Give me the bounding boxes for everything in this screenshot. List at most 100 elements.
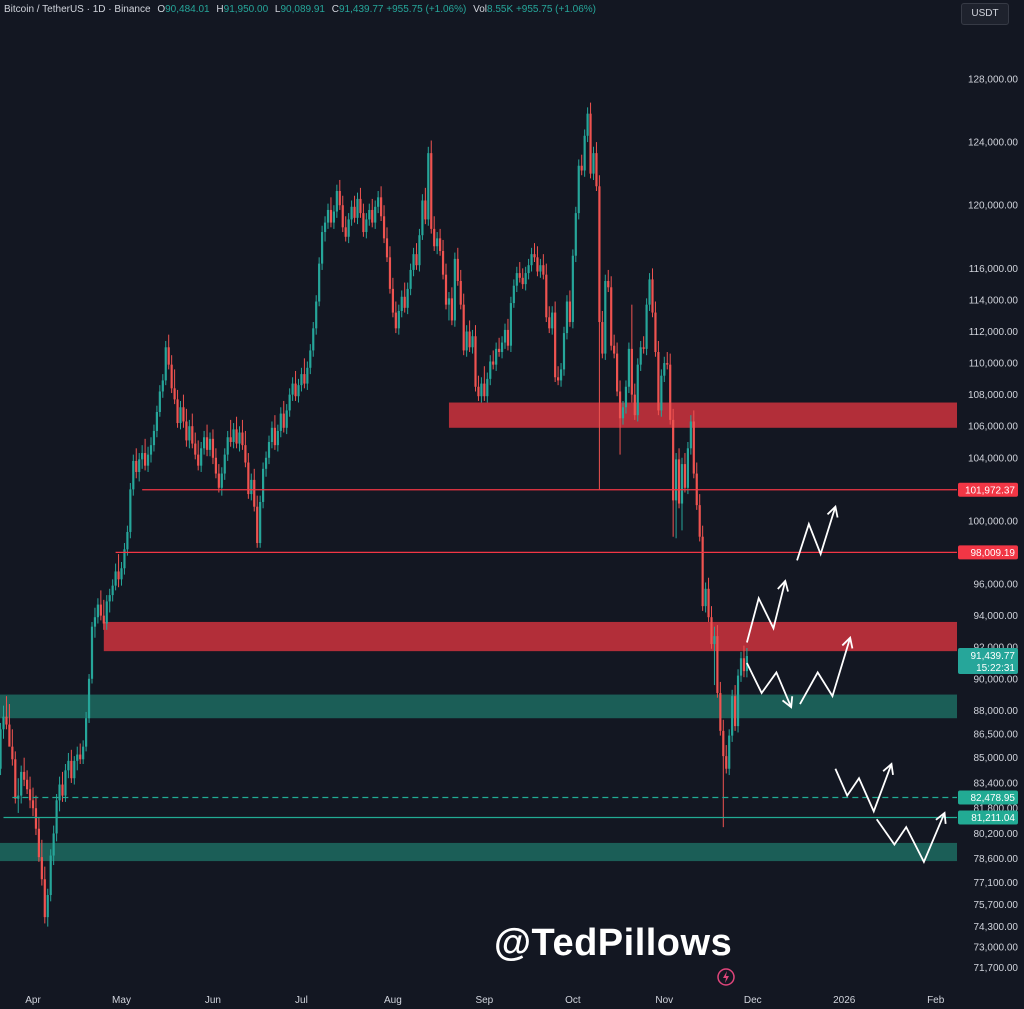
candle-body	[223, 454, 226, 474]
last-price-label: 91,439.77	[971, 651, 1016, 662]
y-tick-label: 120,000.00	[968, 201, 1018, 212]
candle-body	[170, 364, 173, 389]
candle-body	[8, 724, 11, 747]
support-zone	[0, 694, 957, 719]
candle-body	[341, 205, 344, 228]
candle-body	[312, 328, 315, 351]
candle-body	[306, 367, 309, 384]
candle-body	[539, 265, 542, 272]
currency-button[interactable]: USDT	[961, 3, 1009, 25]
candle-body	[37, 828, 40, 858]
candle-body	[144, 453, 147, 466]
price-tag	[958, 482, 1018, 497]
candle-body	[716, 636, 719, 693]
scenario-path	[834, 763, 893, 814]
scenario-arrowhead	[826, 504, 839, 518]
candle-body	[512, 285, 515, 304]
support-zone	[0, 842, 957, 862]
candle-body	[188, 426, 191, 441]
candle-body	[471, 336, 474, 348]
candle-body	[149, 445, 153, 455]
candle-body	[14, 759, 17, 799]
candle-body	[492, 361, 495, 365]
candle-body	[238, 432, 241, 444]
y-tick-label: 75,700.00	[974, 900, 1019, 911]
x-tick-label: Dec	[744, 995, 762, 1006]
scenario-arrowhead	[935, 811, 947, 824]
y-tick-label: 112,000.00	[969, 327, 1019, 338]
candle-body	[52, 833, 55, 856]
open-label: O	[157, 4, 166, 15]
candle-body	[500, 342, 504, 353]
candle-body	[610, 287, 613, 346]
candle-body	[61, 784, 64, 796]
candle-body	[648, 279, 651, 305]
candle-body	[524, 273, 527, 285]
candle-body	[722, 730, 725, 757]
y-tick-label: 74,300.00	[974, 922, 1019, 933]
candle-body	[135, 460, 138, 472]
candle-body	[220, 473, 223, 488]
candle-body	[323, 222, 327, 233]
symbol-title[interactable]: Bitcoin / TetherUS · 1D · Binance	[4, 4, 151, 15]
candle-body	[362, 213, 365, 233]
candle-body	[527, 265, 530, 274]
y-tick-label: 124,000.00	[968, 138, 1018, 149]
high-value: 91,950.00	[223, 4, 269, 15]
candle-body	[264, 457, 268, 469]
candle-body	[365, 219, 368, 233]
volume-label: Vol	[473, 4, 488, 15]
candle-body	[182, 407, 185, 422]
x-tick-label: Jul	[295, 995, 308, 1006]
candle-body	[607, 280, 610, 288]
x-tick-label: Apr	[25, 995, 41, 1006]
candle-body	[642, 347, 645, 349]
price-tag-label: 98,009.19	[971, 548, 1016, 559]
candle-body	[132, 460, 135, 490]
candle-body	[515, 273, 518, 286]
candle-body	[203, 437, 206, 449]
candle-body	[338, 191, 341, 206]
candle-body	[85, 718, 88, 747]
scenario-arrowhead	[781, 696, 794, 709]
candle-body	[441, 250, 445, 275]
candle-body	[353, 206, 356, 218]
candle-body	[672, 419, 675, 501]
candle-body	[46, 895, 49, 918]
candle-body	[554, 312, 557, 378]
volume-change-value: +955.75 (+1.06%)	[515, 4, 597, 15]
candle-body	[73, 760, 76, 779]
candle-body	[194, 443, 197, 455]
candle-body	[259, 501, 262, 544]
candle-body	[686, 448, 689, 488]
candle-body	[350, 206, 353, 220]
candle-body	[680, 464, 684, 504]
candle-body	[318, 263, 321, 302]
candle-body	[489, 361, 492, 379]
x-tick-label: 2026	[833, 995, 856, 1006]
candle-body	[96, 604, 99, 618]
candle-body	[191, 426, 194, 444]
candle-body	[465, 331, 468, 351]
candle-body	[87, 678, 91, 719]
author-watermark: @TedPillows	[494, 922, 733, 964]
x-tick-label: Nov	[655, 995, 673, 1006]
volume-value: 8.55K	[487, 4, 514, 15]
candle-body	[23, 771, 26, 780]
candle-body	[235, 429, 238, 444]
x-tick-label: Jun	[205, 995, 221, 1006]
candle-body	[480, 383, 483, 397]
candle-body	[583, 135, 586, 171]
candle-body	[315, 301, 318, 329]
candle-body	[477, 386, 480, 397]
candle-body	[462, 304, 465, 351]
candle-body	[604, 280, 607, 354]
candle-body	[214, 457, 217, 474]
candle-body	[129, 489, 132, 532]
candle-body	[102, 615, 105, 624]
candle-body	[138, 459, 141, 472]
candle-body	[657, 352, 660, 411]
candle-body	[633, 394, 636, 416]
candle-body	[427, 153, 430, 220]
